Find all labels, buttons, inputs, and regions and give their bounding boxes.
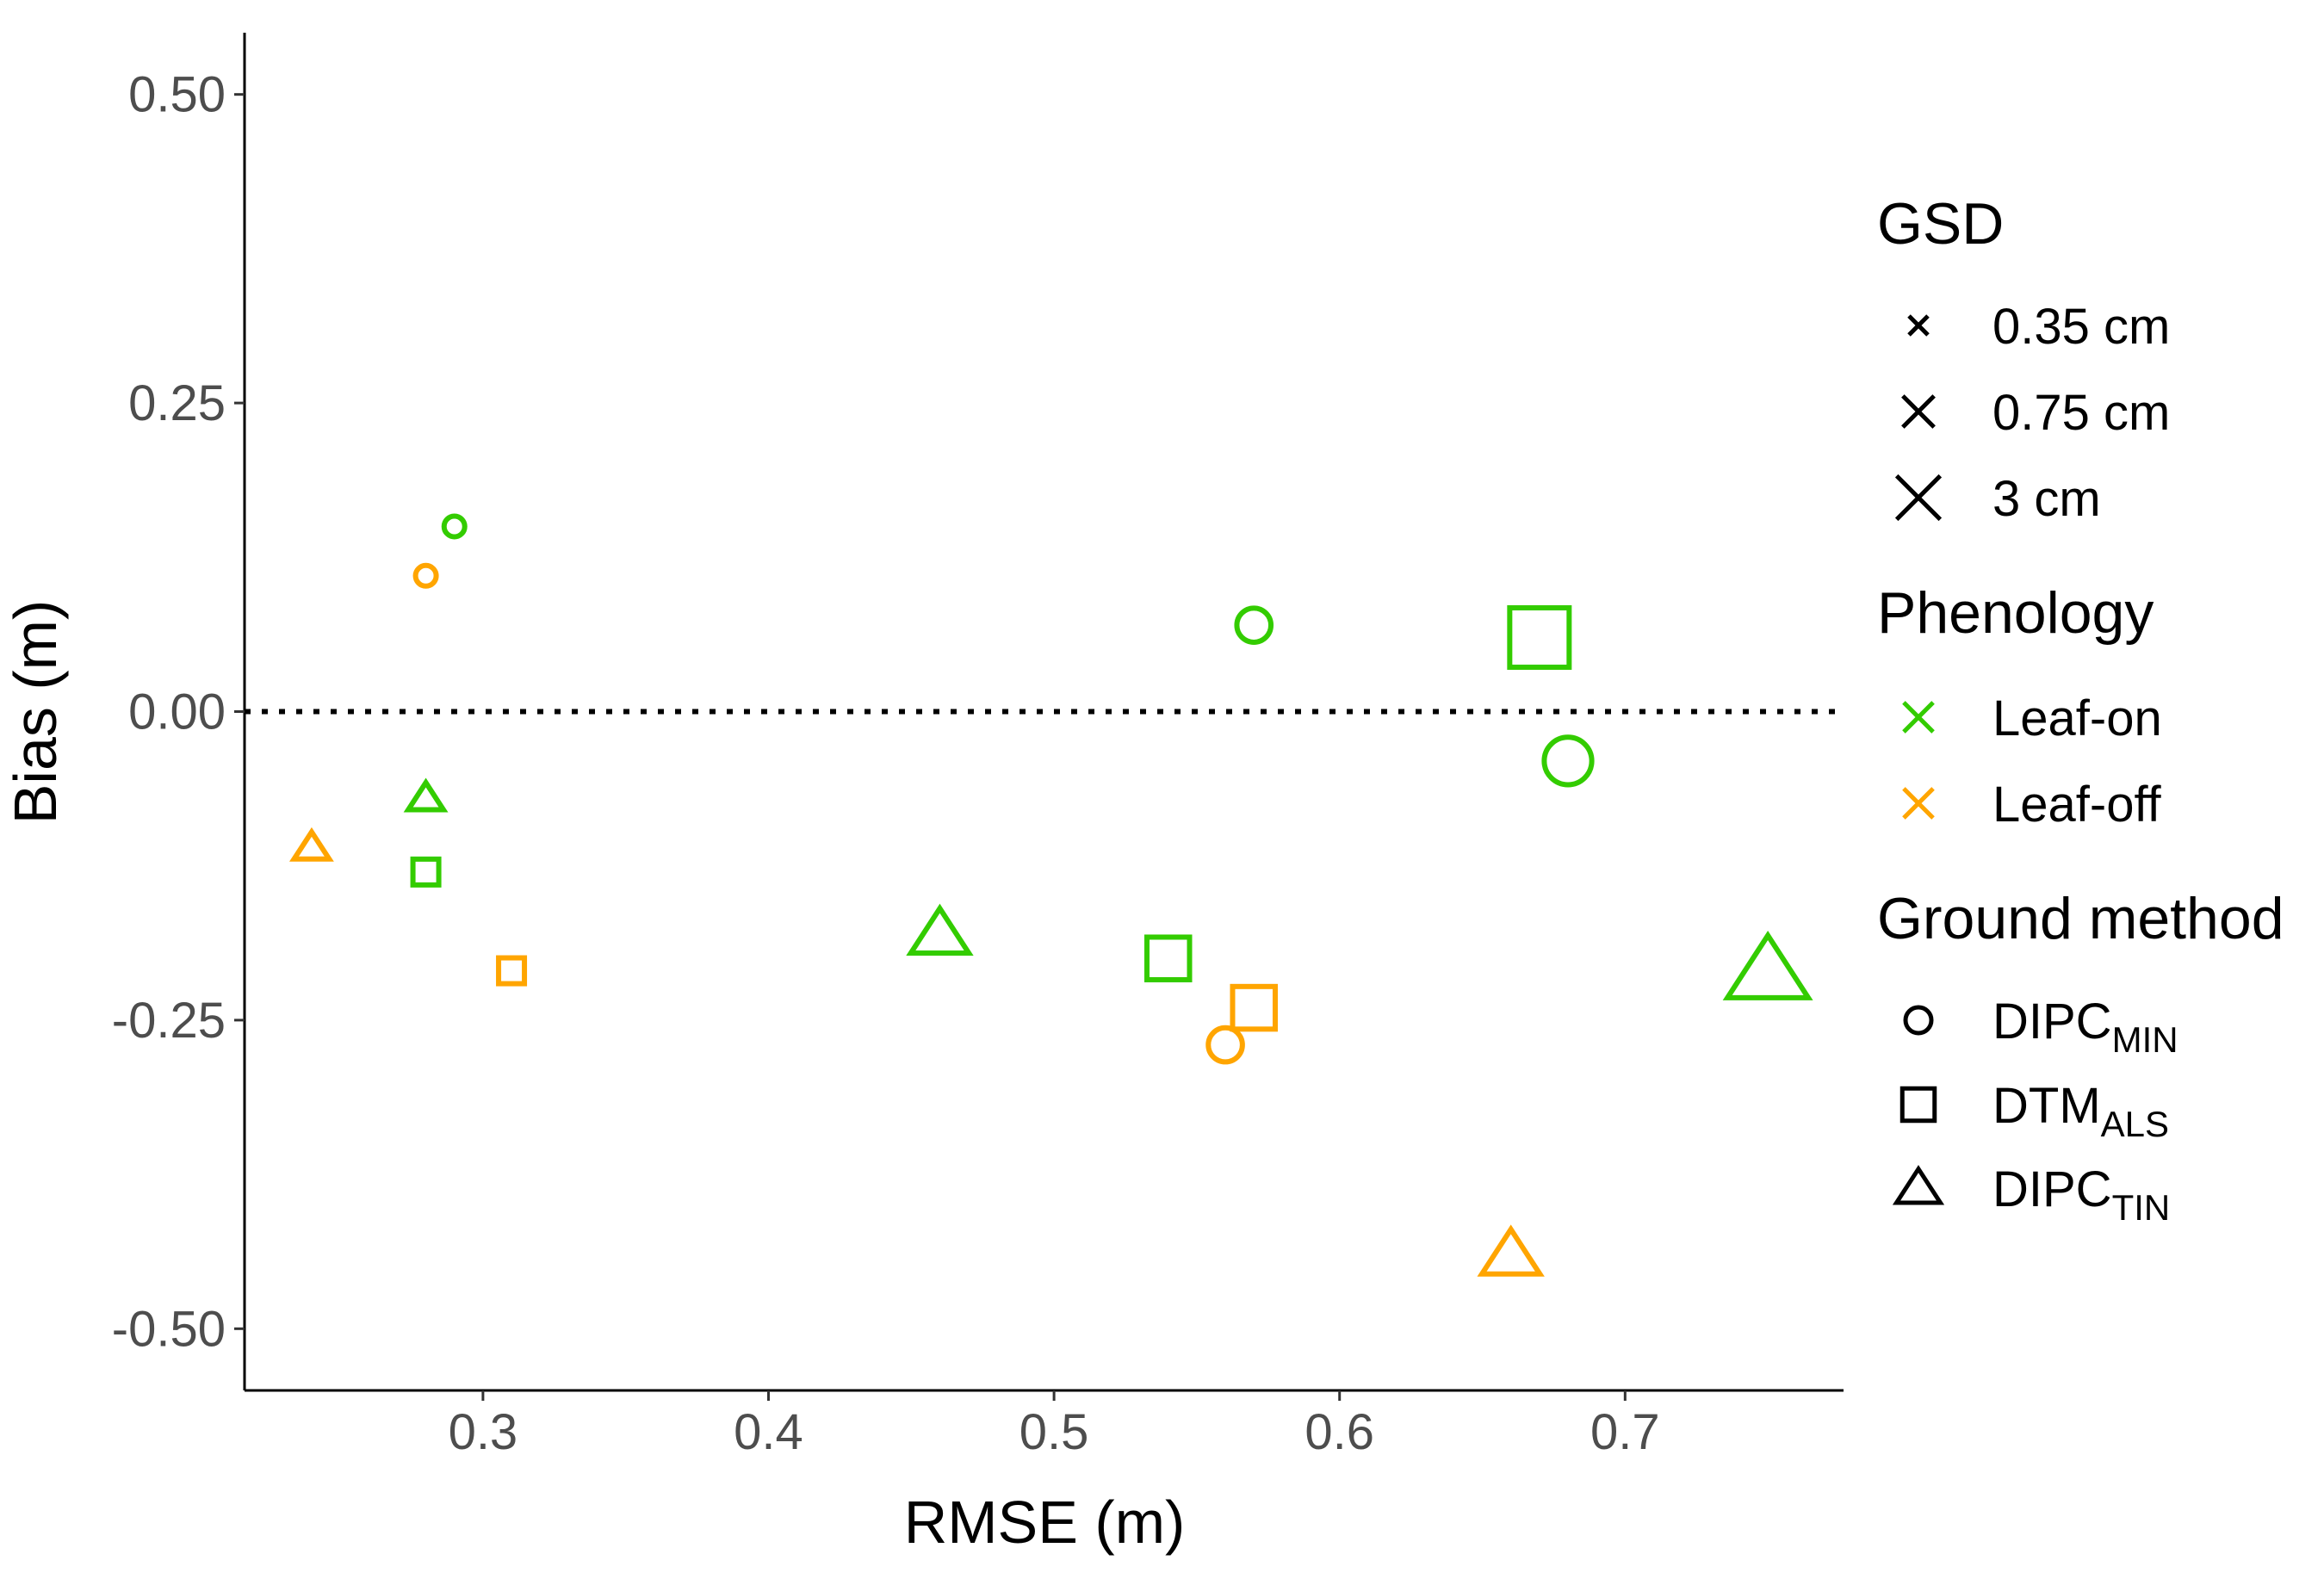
legend-phenology-symbol <box>1902 701 1935 734</box>
legend-ground-method-label: DIPCTIN <box>1992 1161 2170 1228</box>
data-point-square <box>496 955 528 987</box>
legend-title-ground-method: Ground method <box>1877 886 2284 951</box>
y-tick-label: 0.50 <box>128 67 226 123</box>
legend-gsd-label: 3 cm <box>1992 471 2101 527</box>
legend-phenology-symbol <box>1902 787 1935 820</box>
data-point-circle <box>1541 734 1595 788</box>
legend-phenology-items: Leaf-on Leaf-off <box>1902 690 2162 833</box>
data-point-triangle <box>289 827 334 862</box>
legend-ground-method-symbol <box>1892 1165 1945 1205</box>
data-point-circle <box>441 513 468 540</box>
data-point-triangle <box>1722 930 1813 1000</box>
legend-method-base: DTM <box>1992 1078 2101 1134</box>
legend-ground-method-symbol <box>1903 1005 1934 1036</box>
legend-gsd-symbol <box>1907 314 1930 337</box>
legend-gsd-label: 0.75 cm <box>1992 385 2170 441</box>
x-axis-ticks: 0.3 0.4 0.5 0.6 0.7 <box>449 1390 1660 1460</box>
x-tick-label: 0.7 <box>1590 1404 1660 1460</box>
x-tick-label: 0.3 <box>449 1404 518 1460</box>
legend-title-phenology: Phenology <box>1877 580 2154 646</box>
legend-method-subscript: TIN <box>2112 1187 2171 1228</box>
legend-gsd-label: 0.35 cm <box>1992 299 2170 355</box>
y-tick-label: 0.00 <box>128 684 226 740</box>
data-point-triangle <box>1477 1224 1545 1277</box>
plot-area: 0.50 0.25 0.00 -0.25 -0.50 0.3 0.4 0.5 0.6 0.7 <box>112 33 1844 1460</box>
data-point-circle <box>412 562 439 589</box>
legend-method-base: DIPC <box>1992 1161 2112 1217</box>
data-point-circle <box>1205 1025 1245 1065</box>
data-point-triangle <box>403 777 449 813</box>
y-tick-label: -0.25 <box>112 993 226 1049</box>
legend-method-subscript: MIN <box>2112 1019 2178 1060</box>
x-tick-label: 0.5 <box>1019 1404 1089 1460</box>
y-tick-label: -0.50 <box>112 1301 226 1357</box>
legend-gsd-items: 0.35 cm 0.75 cm 3 cm <box>1894 299 2170 527</box>
data-point-square <box>1143 934 1193 982</box>
legend-phenology-label: Leaf-off <box>1992 777 2162 833</box>
legend-method-subscript: ALS <box>2101 1104 2169 1144</box>
legend: GSD 0.35 cm 0.75 cm 3 cm Phenology Leaf-on… <box>1877 191 2284 1228</box>
x-tick-label: 0.6 <box>1305 1404 1374 1460</box>
legend-ground-method-symbol <box>1899 1086 1937 1124</box>
x-tick-label: 0.4 <box>734 1404 803 1460</box>
y-tick-label: 0.25 <box>128 375 226 431</box>
legend-ground-method-label: DIPCMIN <box>1992 994 2178 1060</box>
legend-gsd-symbol <box>1901 394 1936 429</box>
data-point-triangle <box>906 903 974 956</box>
y-axis-ticks: 0.50 0.25 0.00 -0.25 -0.50 <box>112 67 245 1357</box>
legend-title-gsd: GSD <box>1877 191 2004 257</box>
legend-method-base: DIPC <box>1992 994 2112 1049</box>
data-point-square <box>1230 983 1278 1032</box>
legend-gsd-symbol <box>1894 474 1943 522</box>
data-point-circle <box>1234 605 1274 645</box>
data-points <box>289 513 1813 1277</box>
legend-phenology-label: Leaf-on <box>1992 690 2162 746</box>
data-point-square <box>1507 604 1572 670</box>
legend-ground-method-label: DTMALS <box>1992 1078 2169 1144</box>
y-axis-title: Bias (m) <box>2 600 69 825</box>
data-point-square <box>410 856 442 888</box>
x-axis-title: RMSE (m) <box>904 1489 1186 1556</box>
